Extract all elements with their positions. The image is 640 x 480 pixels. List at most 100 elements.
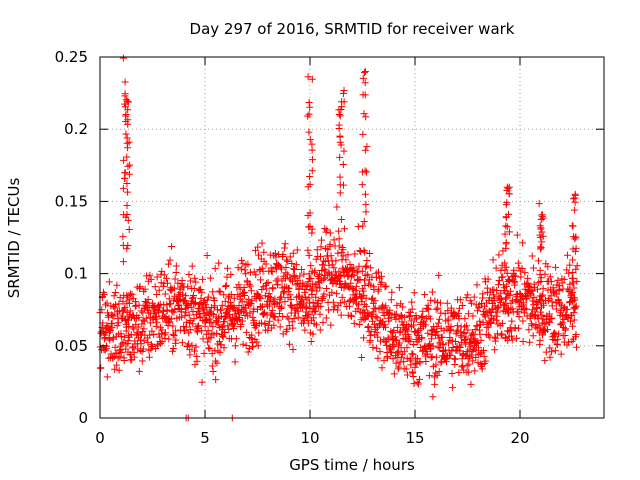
data-point: [328, 288, 336, 296]
data-point: [445, 339, 453, 347]
data-point: [408, 298, 416, 306]
data-point: [322, 267, 330, 275]
data-point: [479, 290, 487, 298]
data-point: [119, 233, 127, 241]
data-point: [209, 323, 217, 331]
data-point: [357, 292, 365, 300]
data-point: [336, 189, 344, 197]
data-point: [364, 271, 372, 279]
data-point: [467, 299, 475, 307]
data-point: [290, 315, 298, 323]
data-point: [320, 265, 328, 273]
data-point: [153, 291, 161, 299]
data-point: [111, 288, 119, 296]
data-point: [492, 264, 500, 272]
data-point: [548, 302, 556, 310]
data-point: [415, 380, 423, 388]
data-point: [387, 296, 395, 304]
data-point: [397, 312, 405, 320]
data-point: [361, 79, 369, 87]
data-point: [125, 292, 133, 300]
data-point: [305, 128, 313, 136]
data-point: [337, 216, 345, 224]
data-point: [361, 276, 369, 284]
data-point: [335, 242, 343, 250]
x-axis-label: GPS time / hours: [289, 456, 415, 474]
data-point: [153, 318, 161, 326]
data-point: [227, 290, 235, 298]
data-point: [462, 322, 470, 330]
data-point: [241, 266, 249, 274]
data-point: [523, 293, 531, 301]
data-point: [455, 309, 463, 317]
data-point: [355, 320, 363, 328]
data-point: [122, 103, 130, 111]
data-point: [408, 350, 416, 358]
data-point: [460, 337, 468, 345]
data-point: [511, 324, 519, 332]
data-point: [146, 331, 154, 339]
data-point: [172, 262, 180, 270]
data-point: [308, 229, 316, 237]
data-point: [529, 332, 537, 340]
data-point: [287, 295, 295, 303]
data-point: [252, 271, 260, 279]
data-point: [515, 324, 523, 332]
data-point: [435, 271, 443, 279]
data-point: [327, 321, 335, 329]
data-point: [400, 348, 408, 356]
data-point: [390, 327, 398, 335]
data-point: [151, 283, 159, 291]
data-point: [315, 271, 323, 279]
data-point: [392, 310, 400, 318]
data-point: [482, 357, 490, 365]
data-point: [109, 334, 117, 342]
data-point: [168, 242, 176, 250]
data-point: [146, 271, 154, 279]
data-point: [98, 306, 106, 314]
data-point: [476, 330, 484, 338]
data-point: [507, 326, 515, 334]
data-point: [355, 301, 363, 309]
data-point: [475, 344, 483, 352]
data-point: [198, 378, 206, 386]
data-point: [411, 363, 419, 371]
data-point: [312, 321, 320, 329]
data-point: [304, 73, 312, 81]
data-point: [526, 338, 534, 346]
data-point: [181, 297, 189, 305]
x-tick-label: 20: [510, 429, 529, 447]
data-point: [333, 290, 341, 298]
data-point: [563, 305, 571, 313]
data-point: [429, 393, 437, 401]
data-point: [223, 273, 231, 281]
data-point: [304, 211, 312, 219]
data-point: [538, 238, 546, 246]
data-point: [549, 284, 557, 292]
data-point: [136, 283, 144, 291]
data-point: [139, 316, 147, 324]
data-point: [278, 303, 286, 311]
data-point: [537, 278, 545, 286]
data-point: [317, 302, 325, 310]
data-point: [399, 303, 407, 311]
y-tick-label: 0.2: [64, 120, 88, 138]
data-point: [406, 338, 414, 346]
data-point: [305, 275, 313, 283]
data-point: [268, 307, 276, 315]
data-point: [177, 305, 185, 313]
data-point: [247, 334, 255, 342]
data-point: [427, 335, 435, 343]
data-point: [521, 285, 529, 293]
data-point: [331, 303, 339, 311]
data-point: [360, 218, 368, 226]
data-point: [191, 274, 199, 282]
data-point: [455, 342, 463, 350]
data-point: [339, 252, 347, 260]
data-point: [529, 287, 537, 295]
data-point: [269, 285, 277, 293]
data-point: [122, 320, 130, 328]
data-point: [336, 153, 344, 161]
data-point: [106, 328, 114, 336]
data-point: [316, 284, 324, 292]
